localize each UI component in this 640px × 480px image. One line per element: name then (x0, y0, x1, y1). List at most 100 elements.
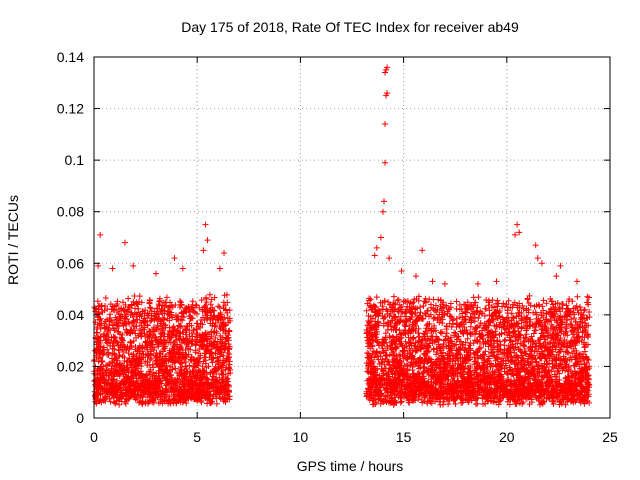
data-point (186, 312, 193, 319)
data-point (100, 330, 107, 337)
data-point (100, 379, 107, 386)
data-point (206, 354, 213, 361)
data-point (160, 346, 167, 353)
data-point (209, 322, 216, 329)
data-point (194, 320, 201, 327)
data-point (167, 339, 174, 346)
data-point (115, 342, 122, 349)
data-point (473, 401, 479, 408)
data-point (200, 314, 207, 321)
data-point (200, 367, 207, 374)
data-point (97, 355, 104, 362)
data-point (222, 344, 229, 351)
data-point (208, 296, 215, 303)
data-point (225, 341, 232, 348)
data-point (167, 334, 174, 341)
data-point (147, 356, 154, 363)
data-point (147, 339, 154, 346)
data-point (217, 316, 224, 323)
data-point (193, 396, 200, 403)
data-point (179, 317, 186, 324)
data-point (226, 358, 233, 365)
data-point (147, 348, 154, 355)
data-point (192, 347, 199, 354)
data-point (98, 302, 105, 309)
data-point (110, 337, 117, 344)
data-point (204, 400, 211, 407)
data-point (116, 346, 123, 353)
data-point (96, 370, 103, 377)
data-point (219, 334, 226, 341)
data-point (114, 339, 121, 346)
data-point (101, 396, 108, 403)
data-point (104, 305, 111, 312)
data-point (126, 395, 133, 402)
data-point (174, 316, 181, 323)
data-point (123, 308, 130, 315)
data-point (113, 302, 120, 309)
data-point (401, 297, 408, 304)
data-point (110, 307, 117, 314)
data-point (109, 350, 116, 357)
data-point (217, 353, 224, 360)
data-point (181, 305, 188, 312)
data-point (540, 297, 547, 304)
data-point (211, 339, 218, 346)
data-point (161, 303, 168, 310)
data-point (139, 308, 146, 315)
data-point (178, 339, 185, 346)
data-point (146, 328, 153, 335)
data-point (218, 349, 225, 356)
data-point (120, 307, 127, 314)
data-point (390, 293, 397, 300)
data-point (363, 307, 370, 314)
data-point (193, 326, 200, 333)
data-point (183, 358, 190, 365)
data-point (116, 352, 123, 359)
data-point (91, 356, 98, 363)
data-point (155, 301, 162, 308)
data-point (190, 305, 197, 312)
data-point (203, 364, 210, 371)
data-point (111, 346, 118, 353)
data-point (188, 330, 195, 337)
data-point (133, 316, 140, 323)
data-point (114, 298, 121, 305)
data-point (126, 330, 133, 337)
data-points (91, 64, 593, 408)
data-point (224, 309, 231, 316)
data-point (373, 349, 380, 356)
data-point (197, 352, 204, 359)
data-point (107, 369, 114, 376)
data-point (417, 309, 424, 316)
data-point (156, 302, 163, 309)
data-point (194, 369, 201, 376)
data-point (164, 315, 171, 322)
data-point (214, 378, 221, 385)
data-point (161, 345, 168, 352)
data-point (186, 362, 193, 369)
data-point (136, 293, 143, 300)
data-point (184, 337, 191, 344)
data-point (144, 361, 151, 368)
data-point (106, 360, 113, 367)
data-point (149, 328, 156, 335)
data-point (202, 346, 209, 353)
data-point (219, 393, 226, 400)
data-point (214, 354, 221, 361)
data-point (120, 341, 127, 348)
data-point (209, 359, 216, 366)
data-point (196, 304, 203, 311)
data-point (103, 336, 110, 343)
data-point (194, 330, 201, 337)
data-point (144, 371, 151, 378)
data-point (211, 294, 218, 301)
data-point (166, 347, 173, 354)
data-point (183, 341, 190, 348)
data-point (103, 367, 110, 374)
data-point (383, 353, 390, 360)
data-point (219, 379, 226, 386)
data-point (166, 373, 173, 380)
data-point (127, 344, 134, 351)
data-point (144, 322, 151, 329)
